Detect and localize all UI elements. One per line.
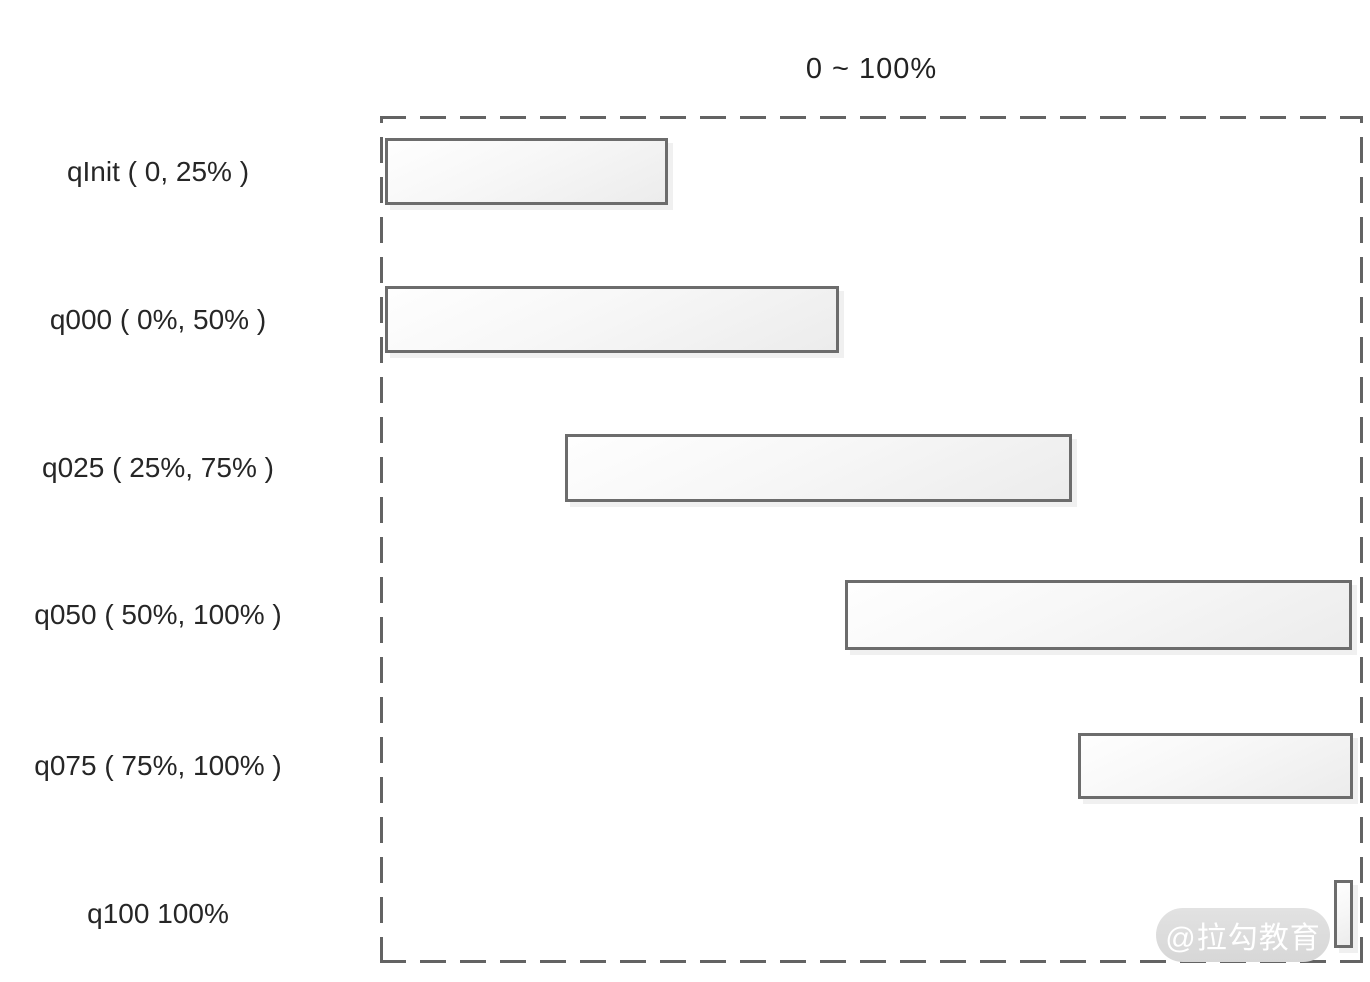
row-label-q000: q000 ( 0%, 50% ) (49, 303, 267, 335)
chart-title: 0 ~ 100% (805, 53, 938, 85)
row-labels-gutter: qInit ( 0, 25% ) q000 ( 0%, 50% ) q025 ( 2… (0, 0, 316, 982)
range-bar-q050 (845, 580, 1352, 650)
range-bar-q000 (385, 286, 839, 353)
row-label-q075: q075 ( 75%, 100% ) (34, 750, 282, 781)
range-bar-q100 (1334, 880, 1353, 948)
plot-area (380, 116, 1363, 963)
row-label-q050: q050 ( 50%, 100% ) (34, 599, 282, 630)
row-label-qInit: qInit ( 0, 25% ) (66, 155, 250, 187)
watermark-badge: @拉勾教育 (1156, 908, 1330, 962)
range-bar-q025 (565, 434, 1072, 502)
range-bar-qInit (385, 138, 668, 205)
row-label-q100: q100 100% (87, 898, 229, 929)
range-bar-q075 (1078, 733, 1353, 799)
watermark-text: @拉勾教育 (1165, 922, 1321, 955)
row-label-q025: q025 ( 25%, 75% ) (42, 452, 274, 483)
